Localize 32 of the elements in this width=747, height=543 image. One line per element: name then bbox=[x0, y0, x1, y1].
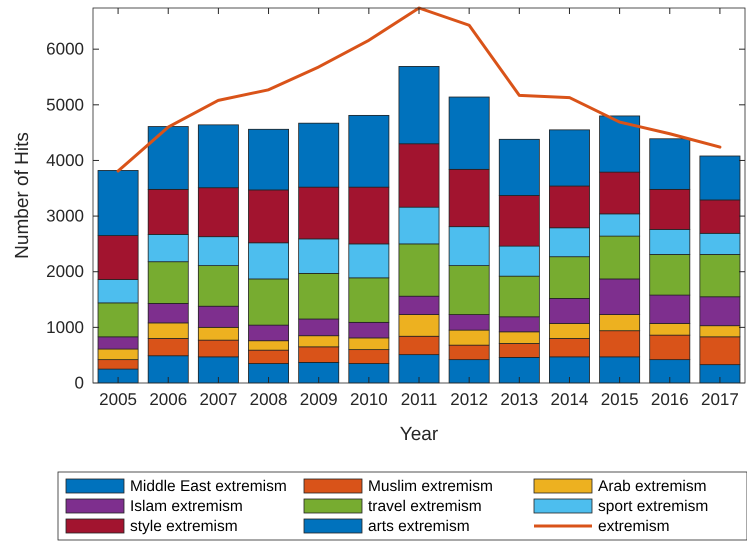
legend-label: Islam extremism bbox=[130, 498, 243, 515]
y-tick-label: 5000 bbox=[46, 95, 84, 114]
legend-label: arts extremism bbox=[368, 518, 470, 535]
y-tick-label: 1000 bbox=[46, 318, 84, 337]
legend-label: sport extremism bbox=[598, 498, 708, 515]
x-tick-label: 2008 bbox=[250, 390, 288, 410]
legend-label: extremism bbox=[598, 518, 670, 535]
x-tick-label: 2016 bbox=[650, 390, 689, 410]
x-tick-label: 2007 bbox=[199, 390, 238, 410]
x-tick-label: 2012 bbox=[450, 390, 488, 410]
x-tick-label: 2005 bbox=[99, 390, 137, 410]
x-axis-title: Year bbox=[400, 424, 439, 445]
y-tick-label: 6000 bbox=[46, 40, 84, 59]
x-tick-label: 2017 bbox=[701, 390, 739, 410]
y-tick-label: 3000 bbox=[46, 206, 84, 226]
line-series bbox=[116, 6, 722, 173]
y-tick-label: 2000 bbox=[46, 262, 84, 282]
y-tick-label: 4000 bbox=[46, 150, 84, 170]
x-tick-label: 2010 bbox=[350, 390, 388, 410]
x-tick-label: 2013 bbox=[500, 390, 538, 410]
x-tick-label: 2015 bbox=[600, 390, 639, 410]
y-axis-title: Number of Hits bbox=[12, 132, 33, 259]
x-tick-label: 2006 bbox=[149, 390, 188, 410]
x-tick-label: 2011 bbox=[400, 390, 438, 410]
legend-label: Muslim extremism bbox=[368, 478, 493, 495]
y-tick-label: 0 bbox=[74, 373, 84, 392]
legend-label: Middle East extremism bbox=[130, 478, 287, 495]
x-tick-label: 2009 bbox=[300, 390, 338, 410]
legend-label: style extremism bbox=[130, 518, 238, 535]
x-tick-label: 2014 bbox=[550, 390, 588, 410]
legend-label: Arab extremism bbox=[598, 478, 707, 495]
legend-label: travel extremism bbox=[368, 498, 482, 515]
